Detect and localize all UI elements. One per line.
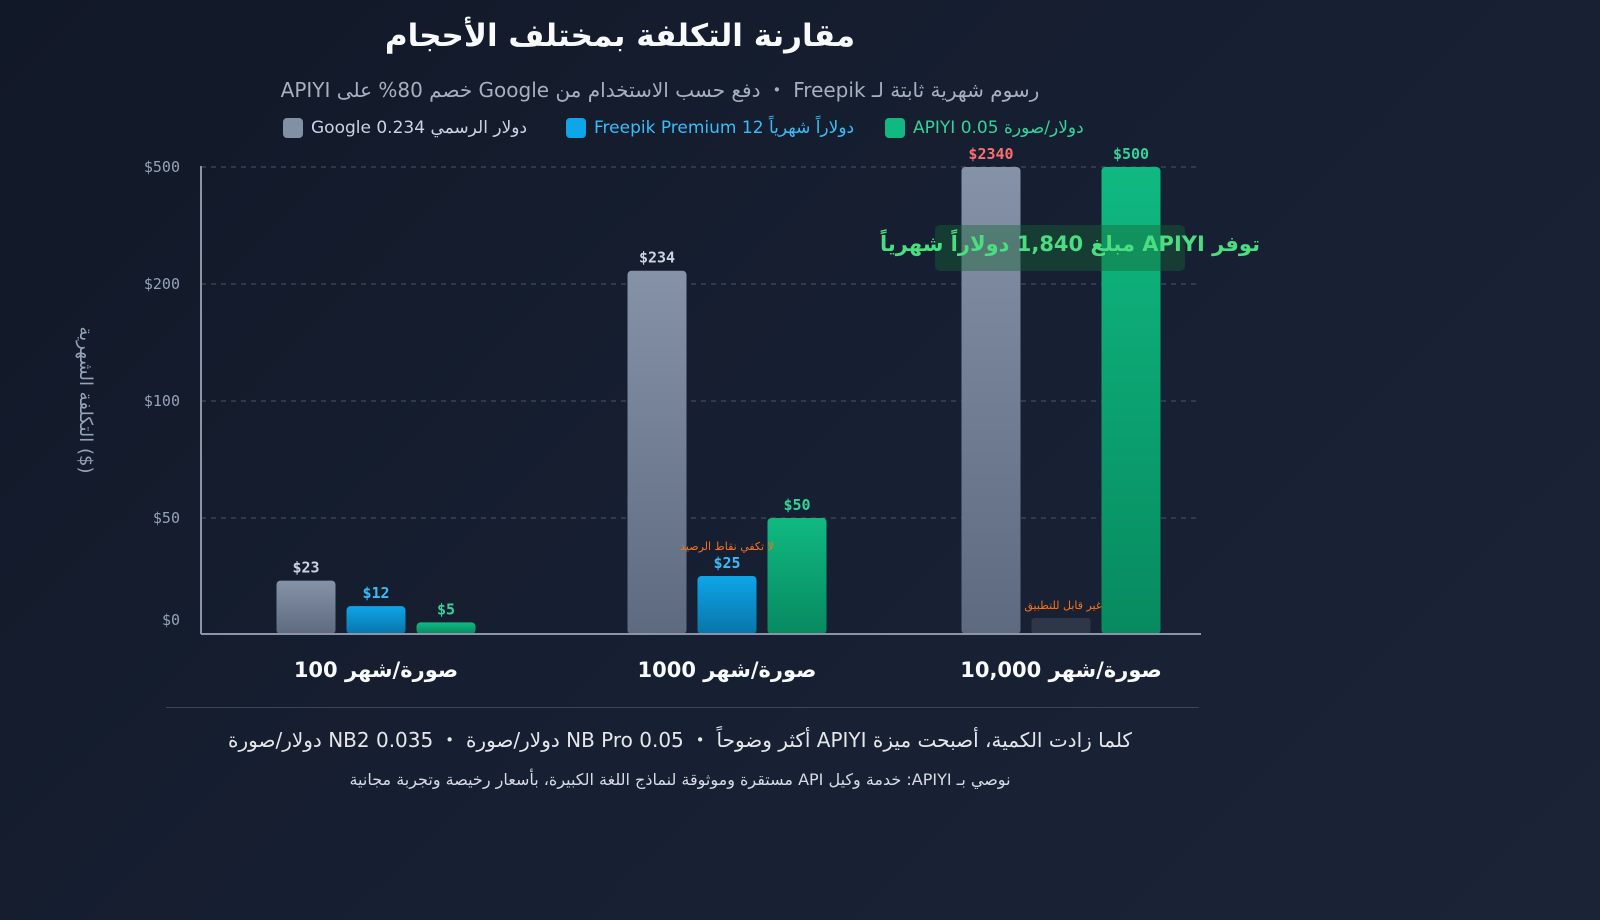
chart-title: مقارنة التكلفة بمختلف الأحجام: [384, 18, 856, 54]
footer-recommendation: مستقرة وموثوقة لنماذج اللغة الكبيرة، بأس…: [349, 770, 1011, 789]
annotation-label: غير قابل للتطبيق: [1024, 599, 1102, 613]
y-tick-label: $200: [144, 275, 180, 293]
savings-banner: [935, 225, 1185, 271]
legend-swatch-apiyi: [885, 118, 905, 138]
data-label-apiyi: $50: [783, 496, 810, 514]
x-category-label: 100 صورة/شهر: [294, 658, 458, 682]
data-label-google: $23: [292, 559, 319, 577]
bar-google: [276, 580, 336, 634]
bar-apiyi: [767, 518, 827, 634]
chart-legend: Google 0.234 دولار الرسمي Freepik Premiu…: [275, 116, 1095, 140]
legend-item-apiyi: APIYI 0.05 دولار/صورة: [885, 116, 1084, 140]
bar-freepik: [697, 576, 757, 634]
data-label-google: $234: [639, 249, 675, 267]
legend-label-freepik: Freepik Premium 12 دولاراً شهرياً: [594, 118, 855, 138]
y-tick-label: $0: [162, 611, 180, 629]
footer-divider: [166, 707, 1199, 708]
y-tick-label: $100: [144, 392, 180, 410]
bar-google: [627, 270, 687, 634]
data-label-apiyi: $5: [437, 600, 455, 618]
bar-freepik: [346, 606, 406, 634]
grid-layer: [201, 166, 1201, 519]
bar-freepik-na: [1031, 618, 1091, 634]
footer-main-note: دولار/صورة NB2 0.035 ・ دولار/صورة NB Pro…: [228, 728, 1132, 752]
savings-note: مبلغ 1,840 دولاراً شهرياً APIYI توفر: [880, 232, 1260, 256]
legend-swatch-freepik: [566, 118, 586, 138]
y-axis-title: التكلفة الشهرية ($): [75, 327, 96, 474]
legend-label-apiyi: APIYI 0.05 دولار/صورة: [913, 118, 1084, 138]
data-label-apiyi: $500: [1113, 145, 1149, 163]
legend-item-google: Google 0.234 دولار الرسمي: [283, 116, 527, 140]
chart-subtitle: APIYI خصم 80% على Google دفع حسب الاستخد…: [280, 78, 1040, 102]
legend-swatch-google: [283, 118, 303, 138]
y-tick-label: $500: [144, 158, 180, 176]
bar-apiyi: [416, 622, 476, 634]
legend-label-google: Google 0.234 دولار الرسمي: [311, 118, 528, 138]
y-tick-label: $50: [153, 509, 180, 527]
labels-layer: $0 $50 $100 $200 $500 100 صورة/شهر 1000 صورة/ش…: [144, 145, 1162, 682]
bars-layer: [276, 167, 1161, 634]
data-label-google: $2340: [968, 145, 1013, 163]
x-category-label: 10,000 صورة/شهر: [960, 658, 1162, 682]
annotation-label: لا تكفي نقاط الرصيد: [680, 540, 774, 553]
data-label-freepik: $12: [362, 584, 389, 602]
bar-google: [961, 167, 1021, 634]
x-category-label: 1000 صورة/شهر: [638, 658, 817, 682]
data-label-freepik: $25: [713, 554, 740, 572]
bar-apiyi: [1101, 167, 1161, 634]
legend-item-freepik: Freepik Premium 12 دولاراً شهرياً: [566, 116, 854, 140]
